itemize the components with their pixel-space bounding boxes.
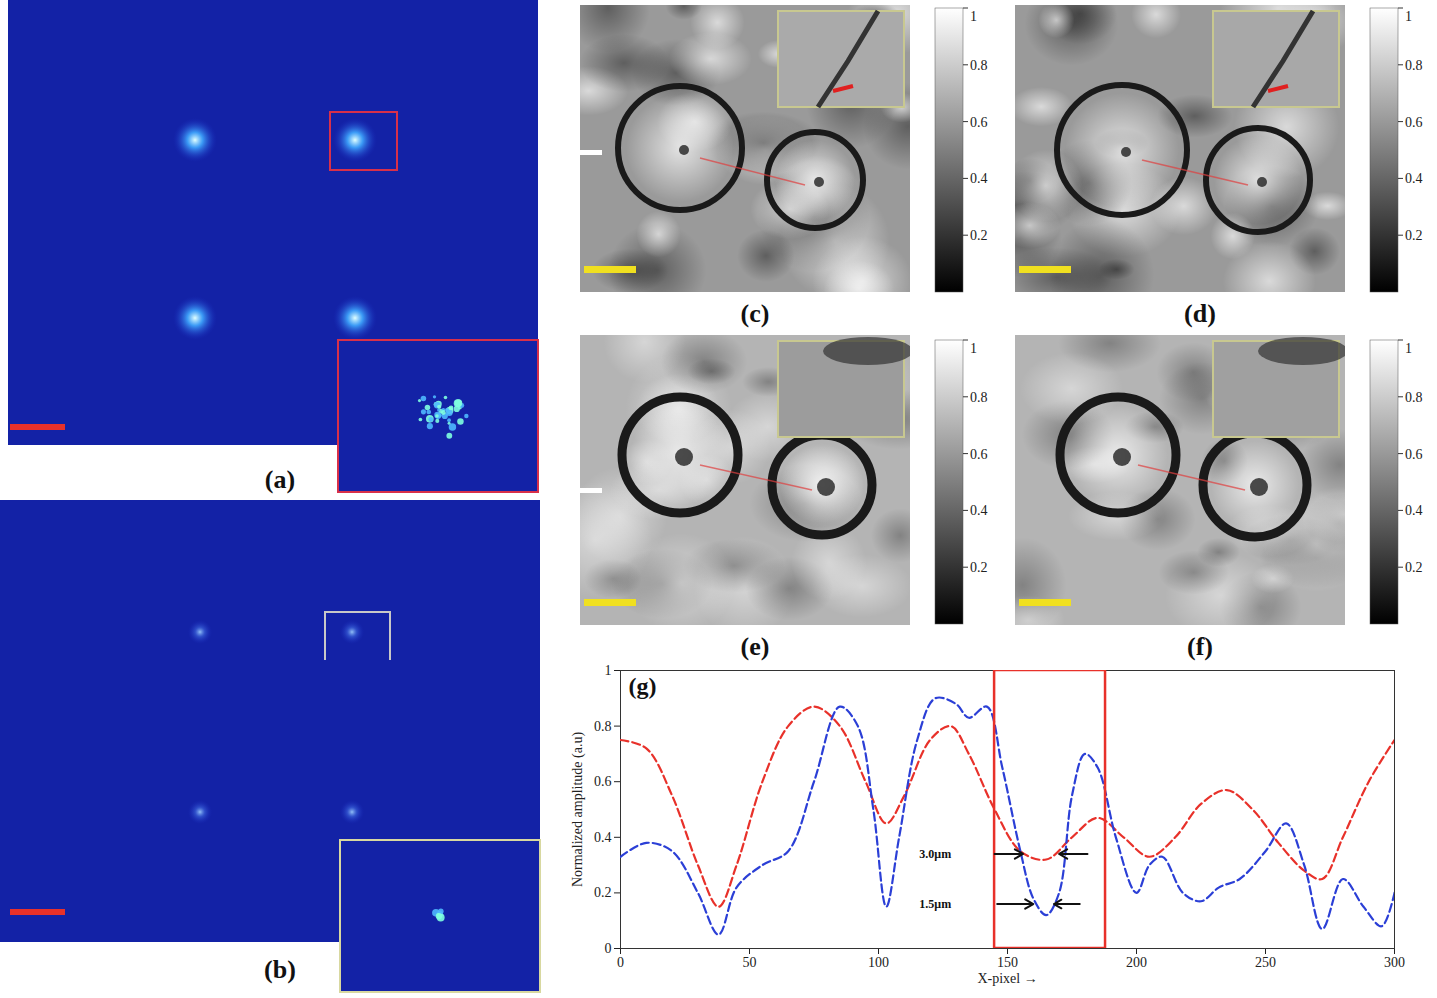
svg-text:1: 1: [970, 341, 977, 356]
svg-text:3.0μm: 3.0μm: [919, 847, 951, 861]
svg-text:(e): (e): [741, 632, 770, 661]
svg-text:0.4: 0.4: [1405, 503, 1423, 518]
svg-text:200: 200: [1126, 955, 1147, 970]
svg-text:1: 1: [970, 9, 977, 24]
svg-text:300: 300: [1384, 955, 1405, 970]
svg-text:0.4: 0.4: [970, 171, 988, 186]
svg-text:(b): (b): [264, 955, 296, 984]
svg-text:0.8: 0.8: [1405, 390, 1423, 405]
svg-text:(d): (d): [1184, 299, 1216, 328]
svg-text:Normalized amplitude (a.u): Normalized amplitude (a.u): [570, 732, 586, 887]
svg-text:0.8: 0.8: [970, 390, 988, 405]
svg-text:(f): (f): [1187, 632, 1213, 661]
svg-text:0.6: 0.6: [970, 115, 988, 130]
svg-text:1: 1: [1405, 9, 1412, 24]
svg-text:0: 0: [605, 941, 612, 956]
svg-text:100: 100: [868, 955, 889, 970]
svg-text:0.6: 0.6: [970, 447, 988, 462]
svg-text:0.2: 0.2: [970, 560, 988, 575]
svg-text:150: 150: [997, 955, 1018, 970]
svg-text:250: 250: [1255, 955, 1276, 970]
svg-text:0: 0: [617, 955, 624, 970]
svg-text:(a): (a): [265, 465, 295, 494]
svg-text:0.2: 0.2: [1405, 228, 1423, 243]
svg-text:0.8: 0.8: [1405, 58, 1423, 73]
svg-text:0.6: 0.6: [1405, 115, 1423, 130]
svg-text:X-pixel →: X-pixel →: [977, 971, 1037, 986]
svg-text:1: 1: [605, 663, 612, 678]
svg-text:0.8: 0.8: [970, 58, 988, 73]
svg-text:0.4: 0.4: [970, 503, 988, 518]
svg-text:0.2: 0.2: [1405, 560, 1423, 575]
svg-text:0.6: 0.6: [1405, 447, 1423, 462]
svg-text:50: 50: [743, 955, 757, 970]
svg-text:(g): (g): [629, 673, 657, 699]
svg-text:0.2: 0.2: [594, 885, 612, 900]
svg-text:0.2: 0.2: [970, 228, 988, 243]
svg-text:0.8: 0.8: [594, 719, 612, 734]
svg-text:0.6: 0.6: [594, 774, 612, 789]
svg-text:0.4: 0.4: [594, 830, 612, 845]
svg-text:(c): (c): [741, 299, 770, 328]
svg-text:0.4: 0.4: [1405, 171, 1423, 186]
svg-text:1: 1: [1405, 341, 1412, 356]
svg-text:1.5μm: 1.5μm: [919, 897, 951, 911]
